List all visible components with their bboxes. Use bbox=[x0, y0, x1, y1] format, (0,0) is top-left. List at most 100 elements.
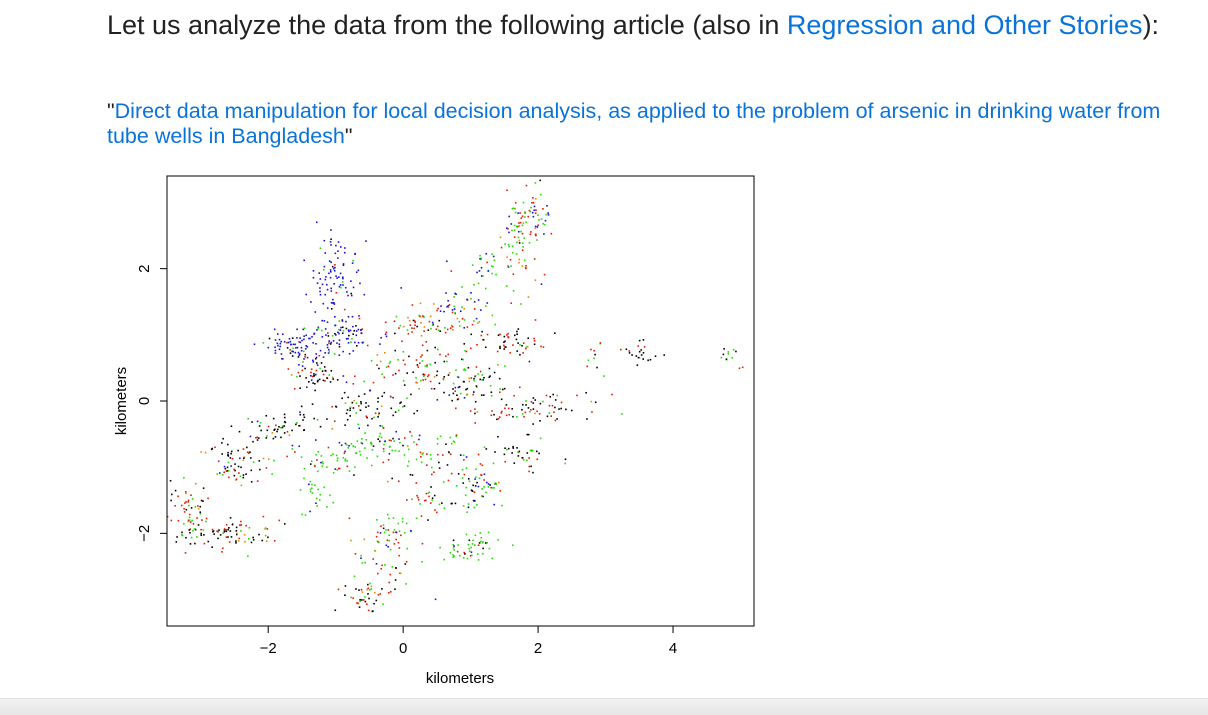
well-point bbox=[183, 523, 185, 525]
well-point bbox=[308, 337, 310, 340]
well-point bbox=[333, 269, 336, 272]
well-point bbox=[517, 236, 520, 239]
well-point bbox=[543, 233, 545, 235]
well-point bbox=[238, 537, 241, 540]
well-point bbox=[312, 359, 314, 362]
well-point bbox=[326, 321, 329, 323]
well-point bbox=[510, 223, 513, 225]
well-point bbox=[462, 557, 465, 559]
well-point bbox=[267, 346, 270, 349]
well-point bbox=[463, 380, 465, 383]
well-point bbox=[467, 366, 470, 369]
well-point bbox=[432, 303, 435, 305]
well-point bbox=[311, 403, 314, 405]
well-point bbox=[439, 330, 442, 333]
article-link[interactable]: Direct data manipulation for local decis… bbox=[107, 99, 1161, 148]
well-point bbox=[323, 486, 325, 489]
well-point bbox=[637, 356, 640, 359]
well-point bbox=[453, 308, 456, 310]
well-point bbox=[463, 473, 466, 476]
well-point bbox=[554, 406, 556, 409]
well-point bbox=[473, 379, 475, 382]
well-point bbox=[394, 449, 397, 452]
well-point bbox=[338, 467, 341, 470]
well-point bbox=[281, 333, 284, 336]
well-point bbox=[240, 484, 243, 487]
well-point bbox=[338, 343, 341, 346]
well-point bbox=[474, 374, 477, 377]
well-point bbox=[515, 225, 518, 228]
well-point bbox=[550, 415, 552, 417]
well-point bbox=[264, 528, 266, 530]
well-point bbox=[341, 332, 344, 335]
well-point bbox=[312, 382, 314, 384]
well-point bbox=[262, 457, 265, 460]
well-point bbox=[415, 482, 418, 484]
well-point bbox=[297, 351, 300, 354]
well-point bbox=[534, 233, 537, 236]
well-point bbox=[313, 332, 316, 335]
well-point bbox=[358, 317, 361, 320]
well-point bbox=[596, 366, 598, 369]
well-point bbox=[519, 212, 521, 214]
well-point bbox=[512, 445, 514, 448]
well-point bbox=[430, 473, 433, 476]
well-point bbox=[479, 257, 481, 260]
well-point bbox=[493, 503, 496, 506]
well-point bbox=[497, 334, 500, 336]
well-point bbox=[336, 277, 338, 279]
well-point bbox=[467, 543, 470, 546]
well-point bbox=[194, 542, 196, 545]
well-point bbox=[340, 286, 342, 289]
well-point bbox=[441, 454, 444, 456]
well-point bbox=[542, 346, 545, 348]
well-point bbox=[358, 589, 360, 591]
well-point bbox=[418, 438, 420, 441]
well-point bbox=[291, 448, 294, 450]
well-point bbox=[199, 505, 202, 508]
well-point bbox=[434, 509, 436, 511]
well-point bbox=[381, 588, 383, 590]
well-point bbox=[512, 273, 515, 275]
well-point bbox=[479, 378, 482, 381]
well-point bbox=[533, 209, 536, 212]
well-point bbox=[324, 278, 327, 281]
well-point bbox=[339, 272, 342, 275]
well-point bbox=[295, 347, 297, 349]
well-point bbox=[283, 413, 286, 416]
well-point bbox=[278, 519, 281, 522]
well-point bbox=[416, 325, 418, 328]
well-point bbox=[317, 470, 319, 473]
well-point bbox=[192, 522, 195, 525]
well-point bbox=[521, 249, 524, 251]
well-point bbox=[476, 411, 479, 413]
well-point bbox=[400, 534, 402, 537]
well-point bbox=[507, 447, 510, 450]
well-point bbox=[329, 269, 332, 271]
well-point bbox=[548, 412, 551, 414]
well-point bbox=[529, 409, 532, 411]
well-point bbox=[654, 355, 657, 358]
regression-link[interactable]: Regression and Other Stories bbox=[786, 10, 1143, 40]
well-point bbox=[350, 539, 352, 542]
well-point bbox=[483, 486, 485, 488]
well-point bbox=[540, 345, 542, 348]
well-point bbox=[534, 225, 537, 228]
well-point bbox=[344, 286, 347, 289]
well-point bbox=[406, 329, 409, 331]
well-point bbox=[187, 501, 190, 503]
well-point bbox=[354, 375, 356, 378]
well-point bbox=[268, 337, 271, 340]
well-point bbox=[328, 374, 331, 376]
well-point bbox=[352, 286, 355, 289]
well-point bbox=[490, 391, 493, 394]
well-point bbox=[305, 377, 307, 379]
well-point bbox=[346, 465, 349, 468]
well-point bbox=[266, 435, 268, 437]
well-point bbox=[313, 373, 315, 375]
well-point bbox=[395, 531, 397, 533]
well-point bbox=[331, 428, 334, 430]
well-point bbox=[638, 350, 641, 353]
well-point bbox=[345, 320, 347, 323]
well-point bbox=[469, 410, 472, 412]
